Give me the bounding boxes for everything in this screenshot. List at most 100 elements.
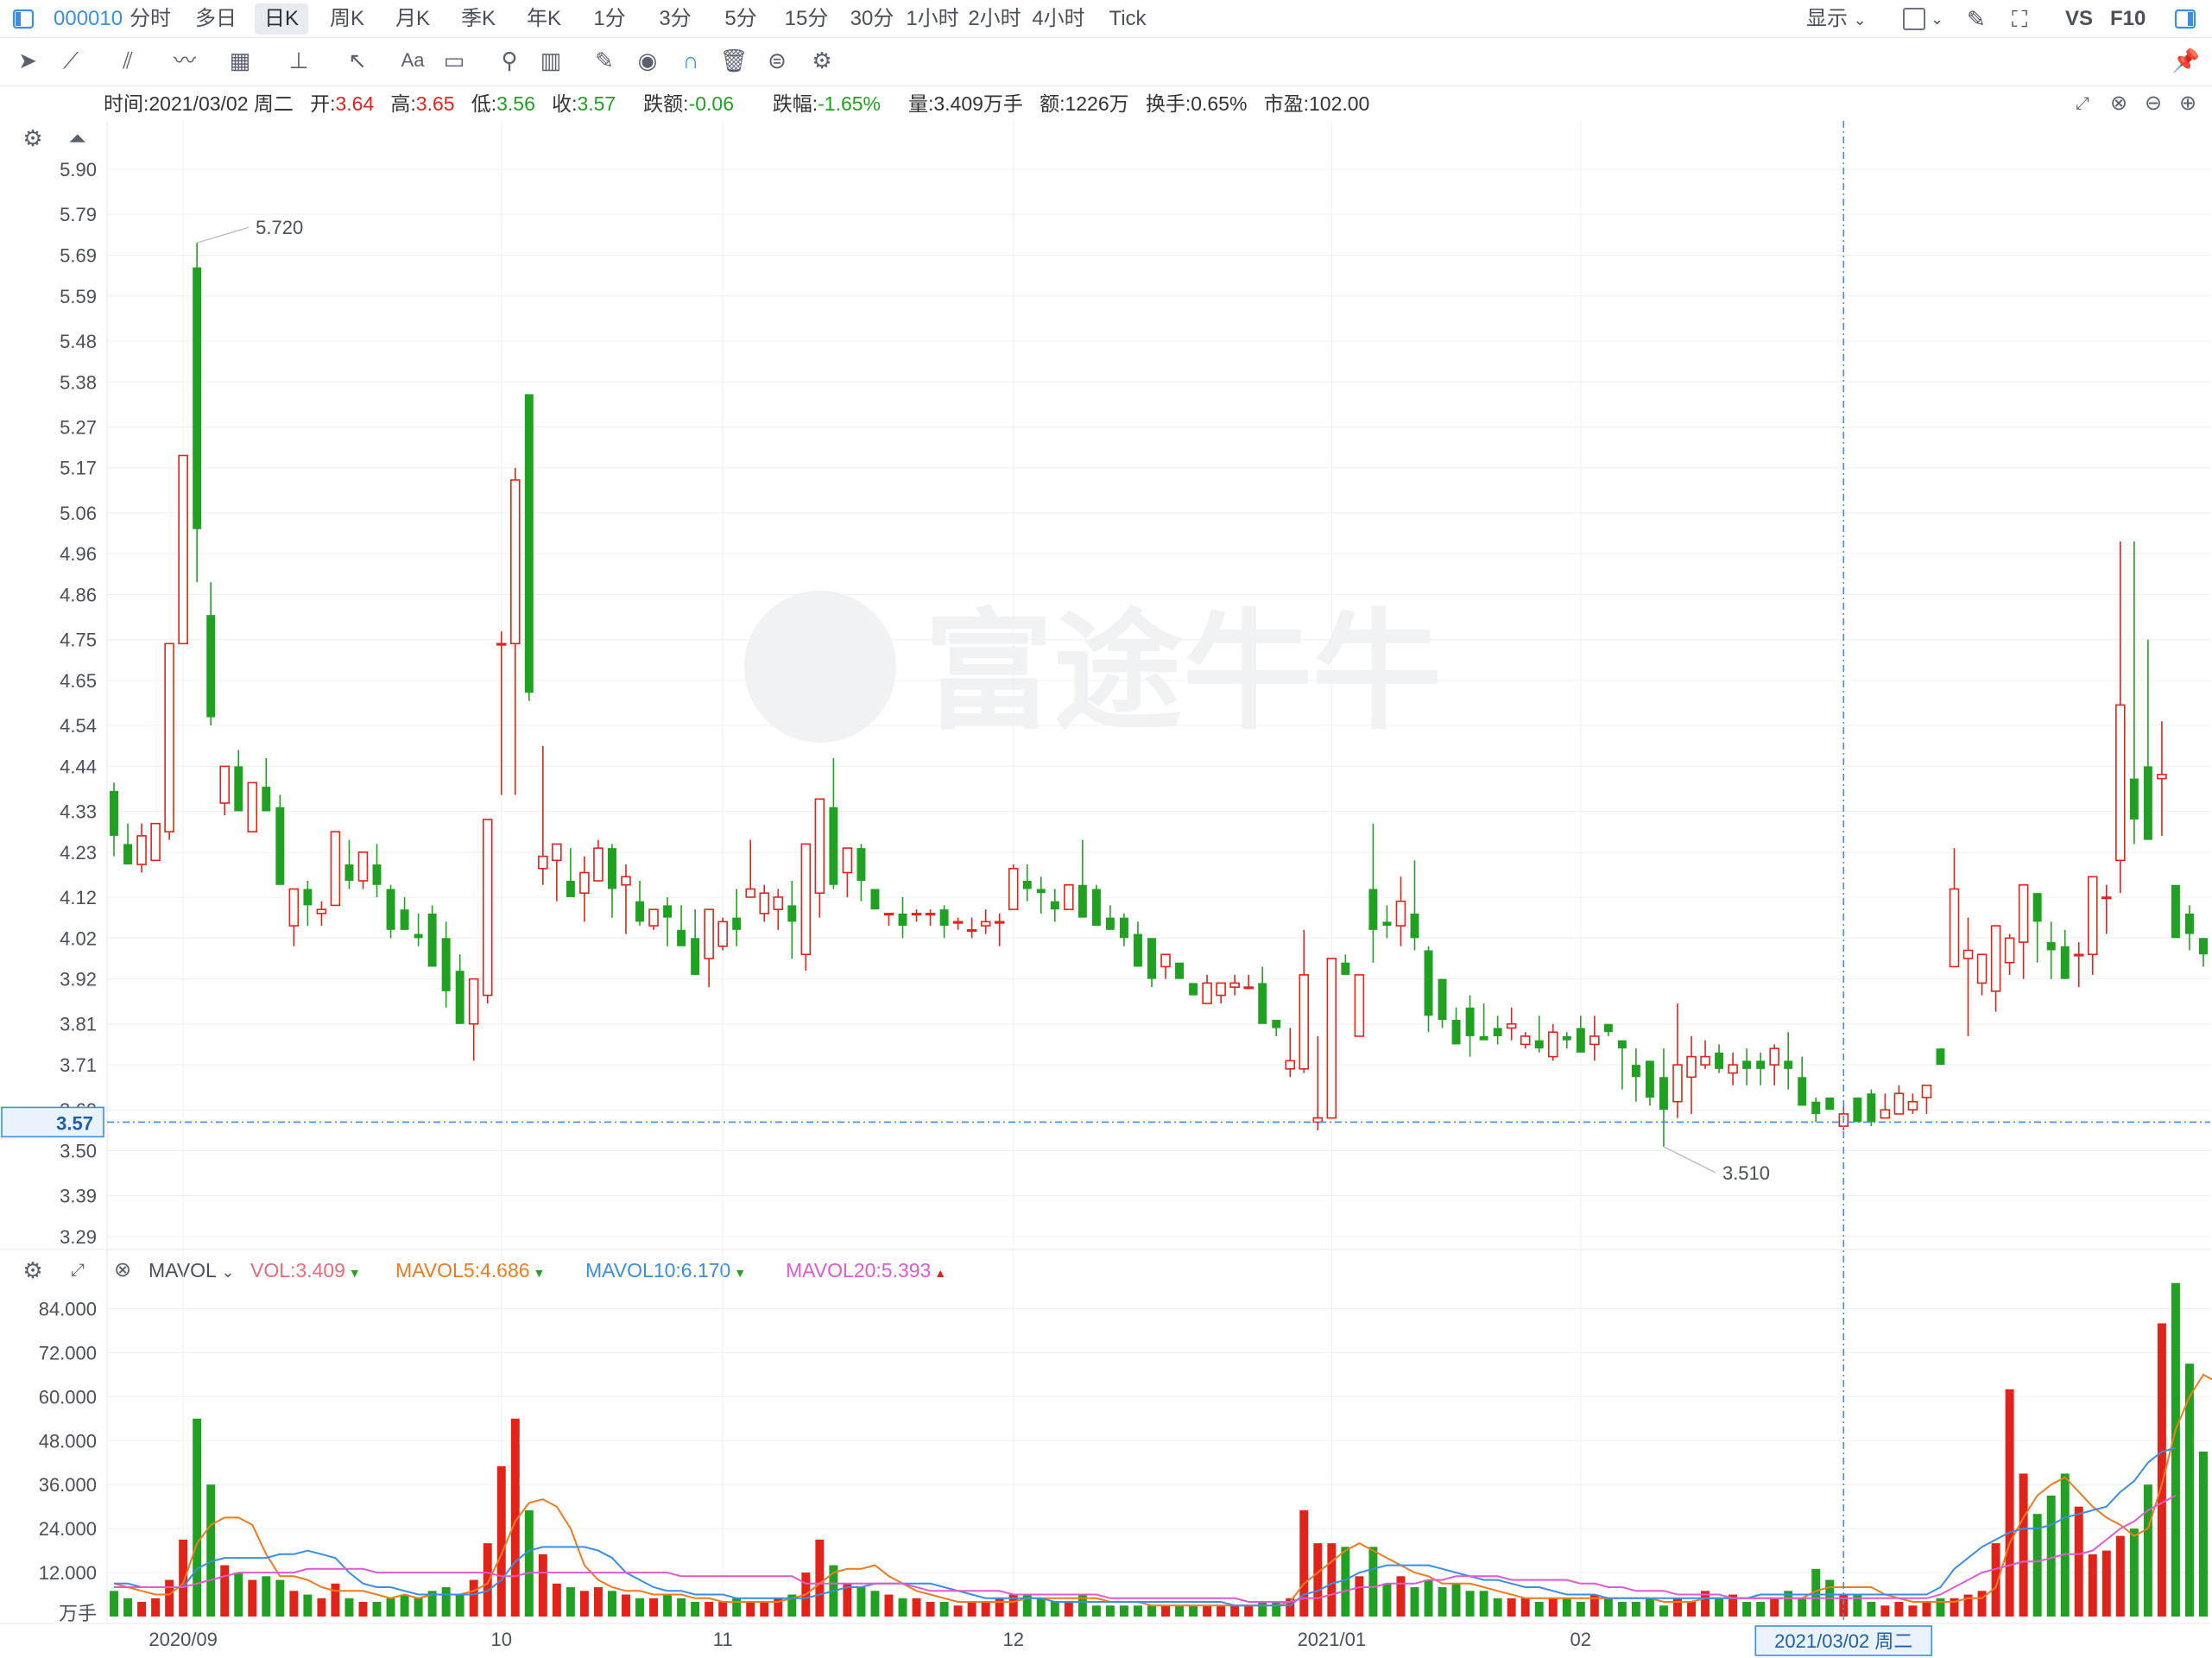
collapse-up-icon[interactable]: ⏶ — [68, 125, 87, 151]
candle-body — [607, 848, 616, 889]
tab-9[interactable]: 5分 — [724, 7, 757, 30]
volume-bar — [1908, 1605, 1918, 1617]
fullscreen-icon[interactable]: ⛶ — [2012, 6, 2028, 32]
tab-7[interactable]: 1分 — [593, 7, 626, 30]
tab-6[interactable]: 年K — [526, 7, 561, 30]
panel-toggle-icon[interactable] — [2174, 8, 2196, 30]
indicator-selector[interactable]: MAVOL ⌄ — [149, 1255, 234, 1286]
volume-bar — [2088, 1554, 2097, 1617]
candle-body — [1299, 974, 1310, 1070]
remove-indicator-icon[interactable]: ⊗ — [113, 1258, 132, 1281]
candle-body — [206, 615, 216, 718]
candle — [2129, 541, 2139, 845]
display-menu[interactable]: 显示 ⌄ — [1806, 0, 1867, 38]
arrow-tool-icon[interactable]: ↖ — [348, 47, 367, 73]
tab-12[interactable]: 1小时 — [906, 7, 959, 30]
tab-0[interactable]: 分时 — [130, 7, 171, 30]
wave-tool-icon[interactable]: 〰 — [173, 47, 196, 73]
comment-icon[interactable]: ▭ — [443, 47, 465, 73]
close-circle-icon[interactable]: ⊗ — [2109, 92, 2128, 115]
volume-bar — [1493, 1598, 1502, 1617]
minus-circle-icon[interactable]: ⊖ — [2144, 92, 2163, 115]
chart-type-icon[interactable]: ▥ — [540, 47, 562, 73]
tab-2[interactable]: 日K — [255, 3, 308, 35]
candle-body — [1645, 1060, 1654, 1098]
pencil-icon[interactable]: ✎ — [595, 47, 614, 73]
volume-bar — [1368, 1547, 1378, 1617]
sidebar-toggle-icon[interactable] — [12, 8, 35, 30]
volume-tick-label: 12.000 — [39, 1562, 97, 1584]
amount-value: 1226万 — [1065, 92, 1129, 115]
candle-body — [1603, 1023, 1613, 1033]
eye-icon[interactable]: ◉ — [637, 47, 658, 73]
tab-11[interactable]: 30分 — [850, 7, 894, 30]
candle — [357, 851, 369, 889]
volume-settings-icon[interactable]: ⚙ — [22, 1257, 43, 1283]
channel-tool-icon[interactable]: ⫽ — [123, 47, 133, 73]
symbol-code[interactable]: 000010 — [54, 7, 123, 30]
pin-icon[interactable]: 📌 — [2171, 47, 2201, 73]
volume-bar — [248, 1579, 257, 1617]
candle-body — [1438, 978, 1447, 1021]
tab-4[interactable]: 月K — [395, 7, 430, 30]
change-value: -0.06 — [688, 92, 734, 115]
brush-icon[interactable]: ✎ — [1967, 6, 1986, 32]
tab-15[interactable]: Tick — [1109, 7, 1147, 30]
candle — [193, 243, 202, 583]
volume-bar — [1742, 1602, 1752, 1617]
volume-tick-label: 48.000 — [39, 1430, 97, 1452]
candle — [939, 905, 949, 939]
gear-icon[interactable]: ⚙ — [812, 47, 832, 73]
layout-checkbox-icon[interactable] — [1903, 8, 1925, 30]
volume-bar — [358, 1602, 368, 1617]
candle-body — [1949, 888, 1960, 968]
candle — [496, 631, 507, 795]
link-icon[interactable]: ⊜ — [768, 47, 787, 73]
tab-14[interactable]: 4小时 — [1032, 7, 1085, 30]
chevron-down-icon[interactable]: ⌄ — [1931, 10, 1944, 28]
candle — [1742, 1048, 1752, 1085]
candle-body — [1936, 1048, 1945, 1066]
indicator-name: MAVOL — [149, 1259, 216, 1281]
vs-button[interactable]: VS — [2065, 7, 2094, 30]
volume-bar — [1756, 1602, 1766, 1617]
xy-axis-icon[interactable]: ⤢ — [2076, 94, 2089, 113]
candle-body — [482, 819, 493, 997]
volume-bar — [1798, 1598, 1807, 1617]
main-chart-settings-icon[interactable]: ⚙ — [22, 125, 43, 151]
candle — [2073, 942, 2084, 988]
candle — [1784, 1032, 1793, 1090]
candle — [1880, 1093, 1891, 1119]
tab-8[interactable]: 3分 — [659, 7, 692, 30]
text-tool-icon[interactable]: Aa — [401, 49, 425, 71]
trend-line-icon[interactable]: ⟋ — [62, 47, 79, 73]
measure-tool-icon[interactable]: ⊥ — [288, 47, 309, 73]
tab-10[interactable]: 15分 — [784, 7, 829, 30]
tab-3[interactable]: 周K — [329, 7, 364, 30]
candle — [400, 896, 409, 930]
plus-circle-icon[interactable]: ⊕ — [2178, 92, 2197, 115]
tab-5[interactable]: 季K — [460, 7, 496, 30]
candle — [386, 884, 395, 939]
candle-body — [247, 782, 258, 832]
volume-bar — [317, 1598, 326, 1617]
tab-13[interactable]: 2小时 — [968, 7, 1021, 30]
candle-body — [1326, 958, 1337, 1119]
cursor-arrow-icon[interactable]: ➤ — [18, 47, 37, 73]
candle-body — [1133, 933, 1142, 967]
candle — [787, 881, 797, 959]
annotation-label: 5.720 — [256, 217, 303, 238]
fibonacci-tool-icon[interactable]: ▦ — [229, 47, 251, 73]
candle-body — [2073, 953, 2084, 957]
magnifier-icon[interactable]: ⚲ — [501, 47, 518, 73]
expand-icon[interactable]: ⤢ — [71, 1261, 85, 1280]
volume-bar — [1008, 1594, 1018, 1617]
candle-body — [468, 978, 479, 1025]
tab-1[interactable]: 多日 — [195, 7, 237, 30]
magnet-icon[interactable]: ∩ — [682, 47, 699, 73]
volume-bar — [1161, 1605, 1170, 1617]
volume-bar — [372, 1602, 382, 1617]
trash-icon[interactable]: 🗑 — [719, 47, 749, 73]
f10-button[interactable]: F10 — [2110, 7, 2146, 30]
